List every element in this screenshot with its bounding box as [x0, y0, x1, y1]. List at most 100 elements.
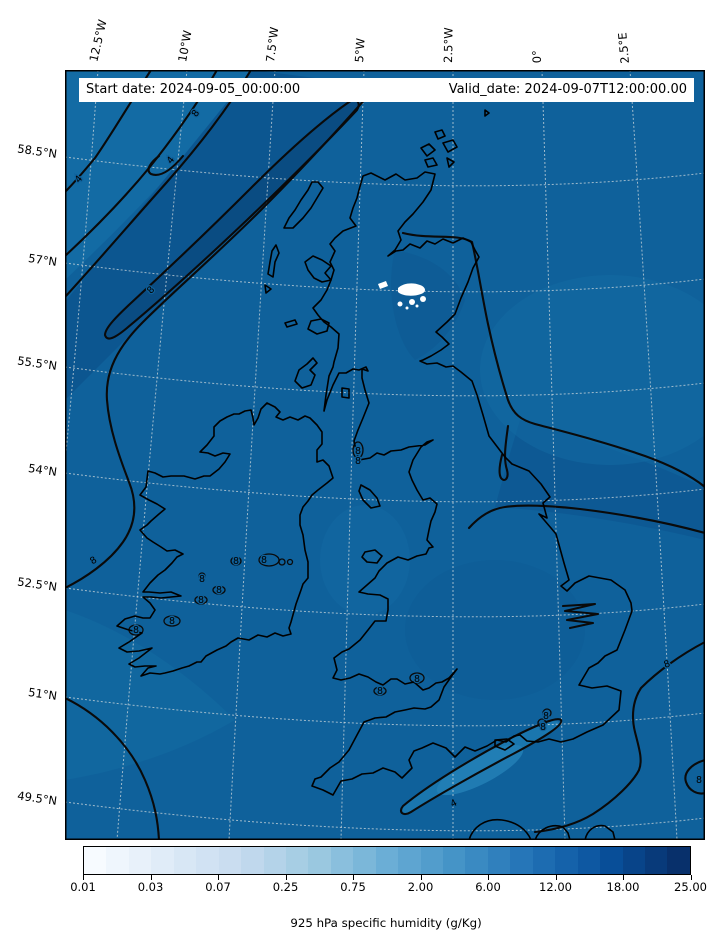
coastlines [116, 109, 633, 840]
colorbar-segment [644, 847, 668, 874]
contour-label-8: 8 [216, 585, 222, 596]
humidity-contours [65, 70, 705, 840]
missing-data-patches [378, 281, 426, 310]
colorbar-tick-label: 6.00 [475, 880, 501, 894]
coast-france-3 [584, 824, 616, 840]
coast-mull [307, 318, 330, 335]
colorbar-segment [330, 847, 354, 874]
colorbar-segment [398, 847, 421, 874]
contour-label-8: 8 [133, 625, 139, 636]
coast-isle-of-wight [494, 738, 515, 751]
contour-label-8: 8 [540, 722, 546, 733]
contour-label-8: 8 [169, 616, 175, 627]
colorbar-segment [487, 847, 511, 874]
coast-ireland [116, 402, 334, 677]
coast-orkney [420, 109, 490, 168]
lat-tick-label: 51°N [27, 685, 58, 703]
coast-france-2 [534, 824, 571, 840]
colorbar [83, 846, 691, 875]
coast-arran [341, 387, 350, 399]
colorbar-segment [353, 847, 376, 874]
lon-tick-label: 2.5°E [615, 31, 632, 65]
colorbar-tick-mark [150, 875, 152, 880]
colorbar-label: 925 hPa specific humidity (g/Kg) [290, 916, 482, 930]
contour-label-8: 8 [261, 555, 267, 566]
colorbar-tick-mark [690, 875, 692, 880]
colorbar-segment [465, 847, 488, 874]
colorbar-tick-mark [420, 875, 422, 880]
colorbar-segment [420, 847, 443, 874]
contour-label-8: 8 [233, 556, 239, 567]
colorbar-tick-mark [488, 875, 489, 880]
colorbar-tick-label: 0.07 [205, 880, 231, 894]
colorbar-tick-mark [353, 875, 354, 880]
coast-hebrides-bit [264, 284, 272, 294]
colorbar-tick-label: 0.03 [137, 880, 164, 894]
contour-label-8: 8 [543, 711, 549, 722]
colorbar-segment [106, 847, 129, 874]
coast-islay-jura [294, 357, 318, 389]
colorbar-segment [173, 847, 197, 874]
valid-date-text: Valid_date: 2024-09-07T12:00:00.00 [448, 82, 687, 97]
lat-tick-label: 55.5°N [16, 353, 58, 373]
date-banner: Start date: 2024-09-05_00:00:00 Valid_da… [79, 78, 694, 102]
contour-label-8: 8 [355, 446, 361, 457]
lon-tick-label: 10°W [175, 29, 195, 63]
colorbar-segment [196, 847, 219, 874]
coast-uists [267, 244, 280, 278]
colorbar-tick-label: 18.00 [606, 880, 640, 894]
colorbar-tick-label: 0.25 [272, 880, 299, 894]
lon-tick-label: 12.5°W [86, 18, 110, 63]
lat-tick-label: 49.5°N [16, 788, 58, 808]
coast-isle-of-man [358, 484, 381, 509]
lat-tick-label: 57°N [27, 251, 58, 269]
colorbar-tick-mark [285, 875, 287, 880]
colorbar-tick-mark [83, 875, 84, 880]
contour-label-8: 8 [355, 456, 361, 467]
colorbar-segment [443, 847, 466, 874]
contour-label-8: 8 [198, 595, 204, 606]
colorbar-segment [577, 847, 601, 874]
colorbar-segment [285, 847, 309, 874]
contour-label-8: 8 [414, 674, 420, 685]
start-date-text: Start date: 2024-09-05_00:00:00 [86, 82, 301, 97]
lat-tick-label: 54°N [27, 461, 58, 479]
colorbar-segment [308, 847, 331, 874]
colorbar-segment [600, 847, 623, 874]
colorbar-tick-mark [555, 875, 557, 880]
colorbar-segment [510, 847, 533, 874]
lat-tick-label: 52.5°N [16, 574, 58, 594]
lon-tick-label: 0° [529, 49, 544, 64]
humidity-shading [65, 70, 705, 814]
contour-label-8: 8 [696, 775, 702, 786]
lon-tick-label: 5°W [352, 37, 368, 63]
colorbar-tick-label: 12.00 [539, 880, 572, 894]
contour-label-8: 8 [662, 658, 671, 670]
lat-tick-label: 58.5°N [16, 141, 58, 161]
contour-label-8: 8 [199, 574, 205, 585]
coast-great-britain [311, 171, 633, 796]
colorbar-segment [532, 847, 556, 874]
colorbar-segment [241, 847, 264, 874]
colorbar-segment [622, 847, 645, 874]
colorbar-tick-mark [218, 875, 219, 880]
colorbar-segment [555, 847, 578, 874]
small-closed-contours [128, 441, 552, 728]
colorbar-tick-label: 0.01 [70, 880, 96, 894]
contour-label-8: 8 [377, 686, 383, 697]
colorbar-segment [218, 847, 242, 874]
lon-tick-label: 2.5°W [441, 27, 456, 63]
coast-tiree [284, 319, 298, 328]
coast-france-1 [468, 818, 532, 840]
colorbar-segment [151, 847, 174, 874]
coast-skye [304, 255, 332, 283]
lon-tick-label: 7.5°W [263, 26, 282, 63]
graticule [65, 70, 705, 840]
coast-anglesey [361, 549, 383, 564]
colorbar-tick-label: 2.00 [407, 880, 434, 894]
colorbar-tick-mark [623, 875, 624, 880]
coast-lewis [283, 181, 324, 229]
